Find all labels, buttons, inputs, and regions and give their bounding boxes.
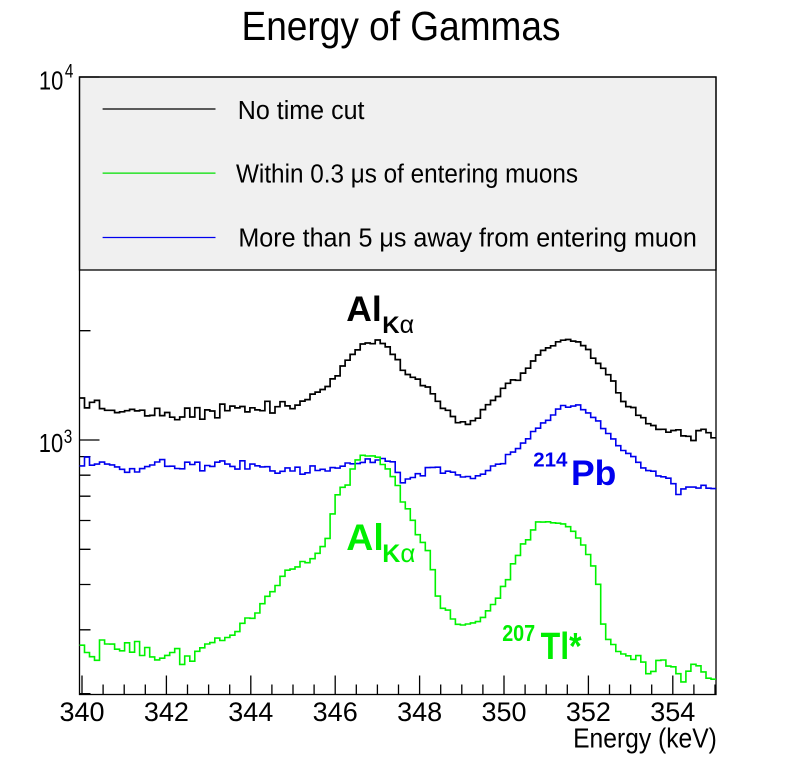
svg-text:352: 352 <box>566 697 611 727</box>
svg-text:No time cut: No time cut <box>238 97 365 125</box>
svg-text:342: 342 <box>144 697 189 727</box>
svg-text:Pb: Pb <box>571 453 616 493</box>
svg-text:354: 354 <box>650 697 695 727</box>
svg-text:Kα: Kα <box>382 311 414 339</box>
svg-text:Energy (keV): Energy (keV) <box>573 722 717 753</box>
svg-text:10: 10 <box>39 65 63 95</box>
svg-text:207: 207 <box>502 620 535 646</box>
svg-text:3: 3 <box>64 427 72 448</box>
svg-text:344: 344 <box>228 697 273 727</box>
svg-text:340: 340 <box>59 697 104 727</box>
svg-text:Al: Al <box>346 289 382 329</box>
svg-text:4: 4 <box>65 62 74 83</box>
svg-text:Within 0.3 μs of entering muon: Within 0.3 μs of entering muons <box>236 160 578 188</box>
svg-text:348: 348 <box>397 697 442 727</box>
svg-text:Kα: Kα <box>382 538 415 568</box>
svg-text:Tl*: Tl* <box>541 626 582 668</box>
svg-text:Al: Al <box>346 516 384 558</box>
svg-text:350: 350 <box>481 697 526 727</box>
svg-text:More than 5 μs away from enter: More than 5 μs away from entering muon <box>238 225 696 253</box>
svg-text:346: 346 <box>313 697 358 727</box>
svg-text:10: 10 <box>39 428 63 458</box>
svg-text:214: 214 <box>533 448 568 471</box>
svg-text:Energy of Gammas: Energy of Gammas <box>242 3 561 49</box>
